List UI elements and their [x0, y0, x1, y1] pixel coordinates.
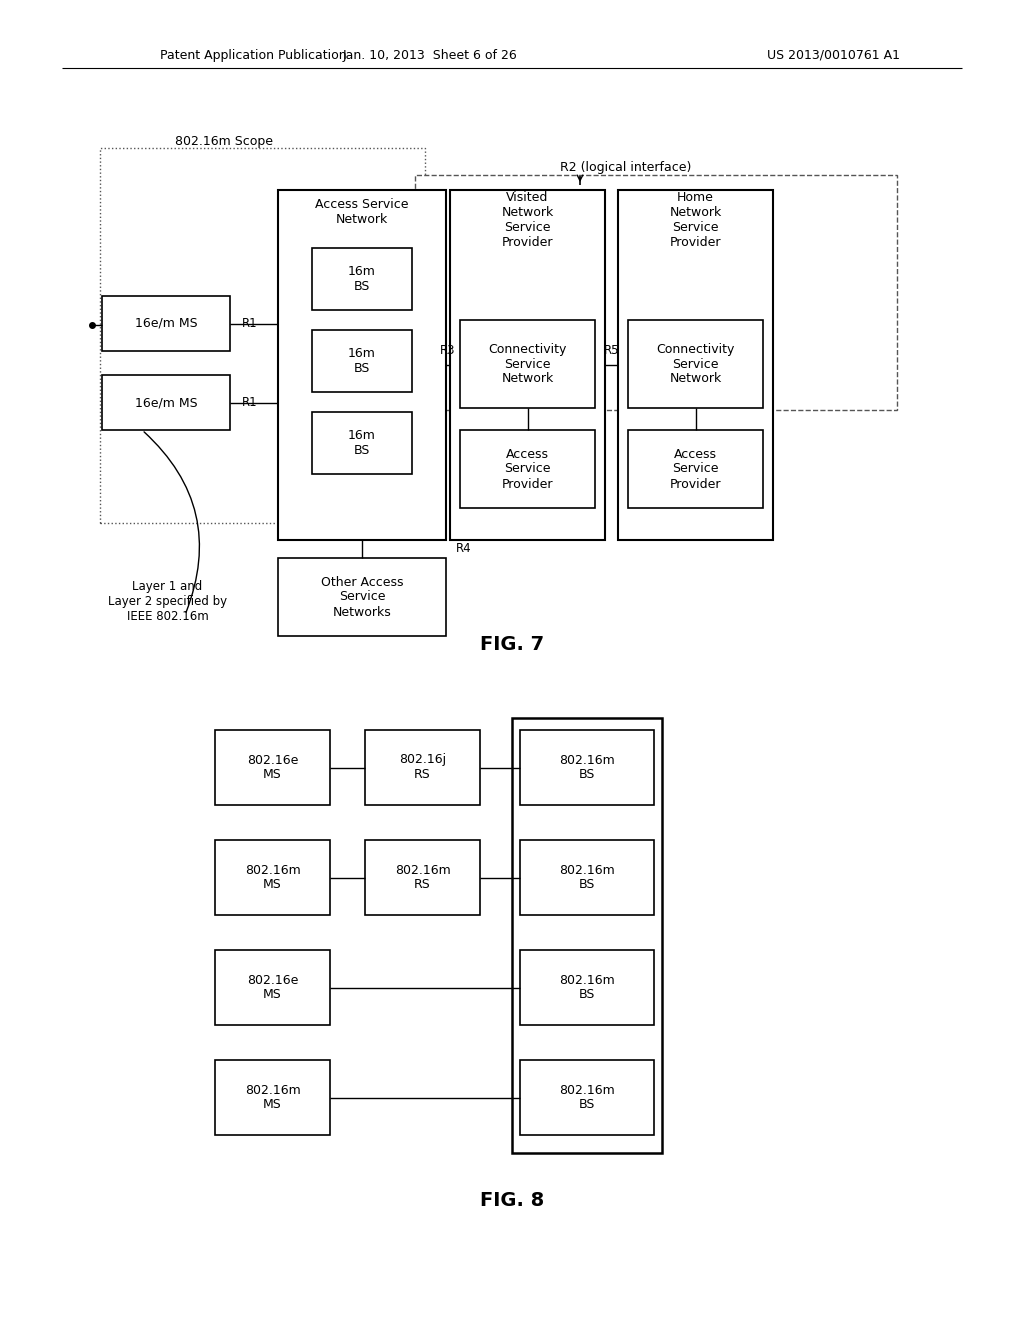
Text: 802.16m
BS: 802.16m BS: [559, 974, 614, 1002]
Text: FIG. 7: FIG. 7: [480, 635, 544, 655]
Bar: [312, 412, 412, 474]
Bar: [215, 950, 330, 1026]
Text: R1: R1: [242, 396, 258, 409]
Bar: [312, 248, 412, 310]
Text: 16m
BS: 16m BS: [348, 347, 376, 375]
Text: R1: R1: [242, 317, 258, 330]
Text: FIG. 8: FIG. 8: [480, 1191, 544, 1209]
Bar: [215, 840, 330, 915]
Text: Visited
Network
Service
Provider: Visited Network Service Provider: [502, 191, 554, 249]
Text: Other Access
Service
Networks: Other Access Service Networks: [321, 576, 403, 619]
Text: Connectivity
Service
Network: Connectivity Service Network: [656, 342, 734, 385]
Text: 802.16m
BS: 802.16m BS: [559, 1084, 614, 1111]
Text: Access
Service
Provider: Access Service Provider: [502, 447, 553, 491]
Text: 16e/m MS: 16e/m MS: [135, 396, 198, 409]
Text: 16m
BS: 16m BS: [348, 265, 376, 293]
Bar: [102, 296, 230, 351]
Text: R3: R3: [440, 345, 456, 358]
Bar: [618, 190, 773, 540]
Text: US 2013/0010761 A1: US 2013/0010761 A1: [767, 49, 900, 62]
Text: 802.16e
MS: 802.16e MS: [247, 754, 298, 781]
Bar: [520, 1060, 654, 1135]
Bar: [365, 730, 480, 805]
Text: 802.16m
MS: 802.16m MS: [245, 863, 300, 891]
Text: 802.16m
RS: 802.16m RS: [394, 863, 451, 891]
Text: 802.16j
RS: 802.16j RS: [399, 754, 446, 781]
Bar: [460, 430, 595, 508]
Text: 802.16m
BS: 802.16m BS: [559, 863, 614, 891]
Text: Home
Network
Service
Provider: Home Network Service Provider: [670, 191, 722, 249]
Text: Access Service
Network: Access Service Network: [315, 198, 409, 226]
Text: 16e/m MS: 16e/m MS: [135, 317, 198, 330]
Bar: [520, 730, 654, 805]
Bar: [460, 319, 595, 408]
Text: 802.16m
BS: 802.16m BS: [559, 754, 614, 781]
Bar: [520, 950, 654, 1026]
Bar: [628, 430, 763, 508]
Bar: [215, 730, 330, 805]
Text: R2 (logical interface): R2 (logical interface): [560, 161, 691, 174]
Text: 16m
BS: 16m BS: [348, 429, 376, 457]
Text: Jan. 10, 2013  Sheet 6 of 26: Jan. 10, 2013 Sheet 6 of 26: [343, 49, 517, 62]
Bar: [312, 330, 412, 392]
Text: 802.16m Scope: 802.16m Scope: [175, 136, 273, 149]
Text: 802.16m
MS: 802.16m MS: [245, 1084, 300, 1111]
Text: Access
Service
Provider: Access Service Provider: [670, 447, 721, 491]
Bar: [278, 558, 446, 636]
Bar: [520, 840, 654, 915]
Bar: [102, 375, 230, 430]
Text: Layer 1 and
Layer 2 specified by
IEEE 802.16m: Layer 1 and Layer 2 specified by IEEE 80…: [108, 579, 227, 623]
Bar: [628, 319, 763, 408]
Text: Connectivity
Service
Network: Connectivity Service Network: [488, 342, 566, 385]
Bar: [512, 718, 662, 1152]
Text: Patent Application Publication: Patent Application Publication: [160, 49, 347, 62]
Text: R5: R5: [604, 345, 620, 358]
Bar: [215, 1060, 330, 1135]
Bar: [450, 190, 605, 540]
Bar: [278, 190, 446, 540]
Text: R4: R4: [456, 543, 472, 556]
Bar: [100, 148, 425, 523]
Text: 802.16e
MS: 802.16e MS: [247, 974, 298, 1002]
Bar: [415, 176, 897, 411]
Bar: [365, 840, 480, 915]
